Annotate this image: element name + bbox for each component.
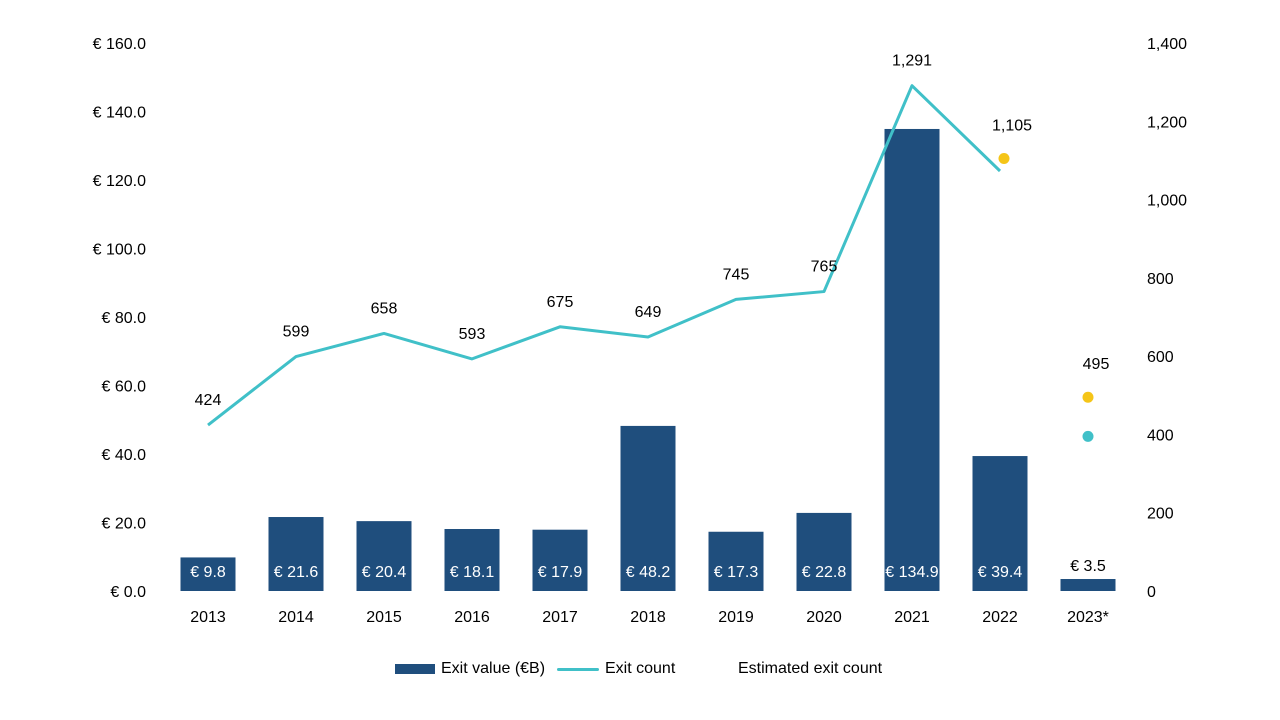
legend-item-estimated: Estimated exit count <box>738 660 882 678</box>
legend-label: Exit count <box>605 660 676 677</box>
exit-value-bars: € 9.8 € 21.6 € 20.4 € 18.1 € 17.9 € 48.2 € 17.… <box>180 128 1116 591</box>
x-tick-label: 2019 <box>718 609 754 626</box>
bar <box>620 425 676 591</box>
exit-count-line: 424 599 658 593 675 649 745 765 1,291 <box>195 53 1094 442</box>
bar-data-label: € 48.2 <box>626 564 671 581</box>
legend-item-exit-value: Exit value (€B) <box>395 660 545 678</box>
x-tick-label: 2016 <box>454 609 490 626</box>
line-data-label: 599 <box>283 324 310 341</box>
estimated-exit-points: 1,105 495 <box>992 117 1110 403</box>
line-data-label: 649 <box>635 304 662 321</box>
legend-item-exit-count: Exit count <box>557 660 675 678</box>
estimated-data-label: 495 <box>1083 356 1110 373</box>
legend-label: Estimated exit count <box>738 660 883 677</box>
line-data-label: 765 <box>811 259 838 276</box>
exit-count-polyline <box>207 84 1002 427</box>
left-tick-label: € 100.0 <box>93 242 146 259</box>
bar <box>532 529 588 591</box>
bar-data-label: € 39.4 <box>978 564 1023 581</box>
x-axis: 2013 2014 2015 2016 2017 2018 2019 2020 2021 2022… <box>190 609 1109 626</box>
x-tick-label: 2015 <box>366 609 402 626</box>
x-tick-label: 2020 <box>806 609 842 626</box>
bar-data-label: € 21.6 <box>274 564 319 581</box>
estimated-point <box>1082 391 1094 403</box>
x-tick-label: 2021 <box>894 609 930 626</box>
right-tick-label: 200 <box>1147 506 1174 523</box>
right-tick-label: 1,000 <box>1147 193 1187 210</box>
bar <box>268 517 324 591</box>
legend-label: Exit value (€B) <box>441 660 546 677</box>
bar <box>972 456 1028 591</box>
right-tick-label: 0 <box>1147 584 1156 601</box>
left-axis: € 0.0 € 20.0 € 40.0 € 60.0 € 80.0 € 100.0 € 12… <box>93 36 146 601</box>
bar-data-label: € 17.3 <box>714 564 759 581</box>
bar <box>444 529 500 591</box>
legend-swatch-bar <box>395 664 435 674</box>
estimated-point <box>998 152 1010 164</box>
bar <box>180 557 236 591</box>
left-tick-label: € 120.0 <box>93 173 146 190</box>
left-tick-label: € 40.0 <box>102 447 147 464</box>
x-tick-label: 2018 <box>630 609 666 626</box>
bar <box>708 531 764 591</box>
bar <box>1060 579 1116 591</box>
left-tick-label: € 60.0 <box>102 379 147 396</box>
left-tick-label: € 0.0 <box>110 584 146 601</box>
estimated-data-label: 1,105 <box>992 117 1032 134</box>
line-data-label: 745 <box>723 266 750 283</box>
left-tick-label: € 80.0 <box>102 310 147 327</box>
line-data-label: 593 <box>459 326 486 343</box>
x-tick-label: 2022 <box>982 609 1018 626</box>
right-tick-label: 1,200 <box>1147 114 1187 131</box>
bar-data-label: € 134.9 <box>885 564 938 581</box>
bar <box>884 128 940 591</box>
x-tick-label: 2023* <box>1067 609 1109 626</box>
left-tick-label: € 160.0 <box>93 36 146 53</box>
left-tick-label: € 20.0 <box>102 516 147 533</box>
legend-swatch-line <box>557 667 599 671</box>
bar-data-label: € 17.9 <box>538 564 583 581</box>
bar-data-label: € 22.8 <box>802 564 847 581</box>
line-data-label: 675 <box>547 294 574 311</box>
right-tick-label: 400 <box>1147 427 1174 444</box>
right-tick-label: 800 <box>1147 271 1174 288</box>
bar <box>796 512 852 591</box>
x-tick-label: 2017 <box>542 609 578 626</box>
left-tick-label: € 140.0 <box>93 105 146 122</box>
bar-data-label: € 3.5 <box>1070 558 1106 575</box>
bar-data-label: € 20.4 <box>362 564 407 581</box>
bar <box>356 521 412 591</box>
line-data-label: 1,291 <box>892 53 932 70</box>
legend: Exit value (€B) Exit count Estimated exi… <box>0 660 1280 682</box>
bar-data-label: € 9.8 <box>190 564 226 581</box>
exit-count-point <box>1082 430 1094 442</box>
right-tick-label: 600 <box>1147 349 1174 366</box>
bar-data-label: € 18.1 <box>450 564 495 581</box>
right-axis: 0 200 400 600 800 1,000 1,200 1,400 <box>1147 36 1187 601</box>
line-data-label: 658 <box>371 300 398 317</box>
right-tick-label: 1,400 <box>1147 36 1187 53</box>
x-tick-label: 2013 <box>190 609 226 626</box>
x-tick-label: 2014 <box>278 609 314 626</box>
line-data-label: 424 <box>195 392 222 409</box>
